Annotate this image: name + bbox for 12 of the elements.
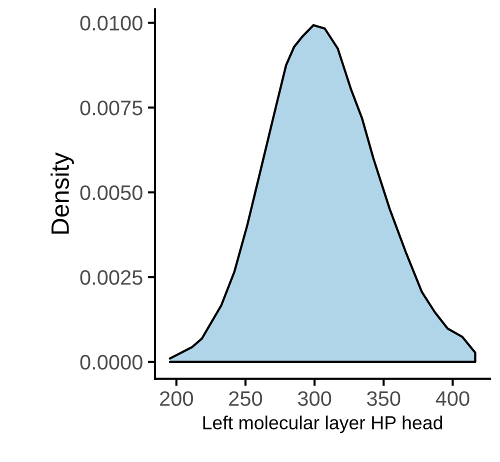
y-tick-label: 0.0025 — [80, 270, 142, 285]
y-axis-title: Density — [50, 152, 74, 234]
y-tick-label: 0.0000 — [80, 354, 142, 370]
y-tick-label: 0.0075 — [80, 100, 142, 116]
x-tick-label: 400 — [436, 391, 470, 406]
x-tick-label: 200 — [160, 391, 193, 406]
y-tick-label: 0.0050 — [80, 185, 142, 200]
y-tick-label: 0.0100 — [80, 16, 142, 31]
x-tick-label: 250 — [229, 391, 262, 406]
x-tick-label: 300 — [298, 391, 332, 406]
x-tick-label: 350 — [367, 391, 400, 406]
x-axis-title: Left molecular layer HP head — [203, 416, 442, 434]
